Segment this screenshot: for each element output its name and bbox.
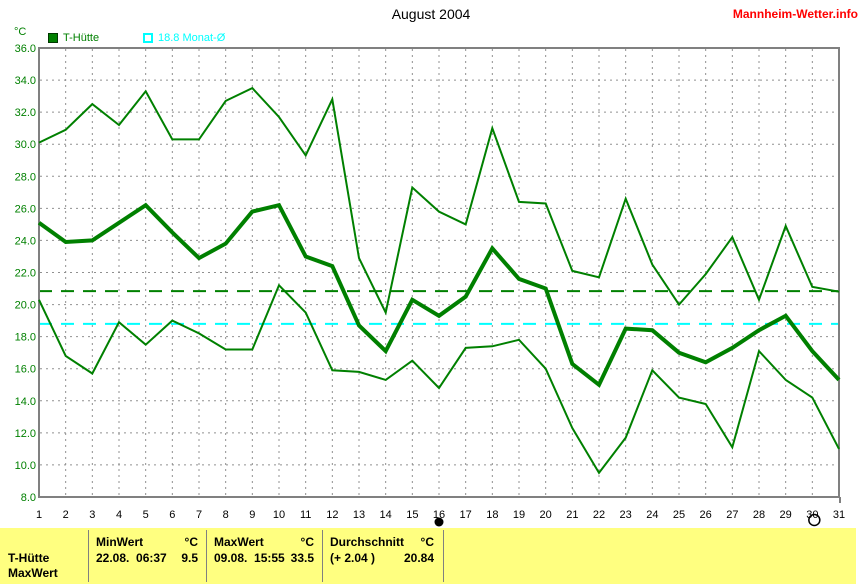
x-tick-label: 19 <box>513 509 525 521</box>
temperature-chart: 8.0 10.0 12.0 14.0 16.0 18.0 20.0 22.0 24.0 26.0 2… <box>15 43 845 527</box>
minwert-datetime: 22.08. 06:37 <box>96 551 167 565</box>
minwert-row: 22.08. 06:37 9.5 <box>96 551 198 565</box>
x-tick-label: 11 <box>300 509 311 521</box>
legend-label-monat-avg: 18.8 Monat-Ø <box>158 32 226 44</box>
x-tick-label: 3 <box>89 509 95 521</box>
x-tick-label: 14 <box>380 509 392 521</box>
minwert-unit: °C <box>184 535 198 549</box>
x-tick-label: 16 <box>433 509 445 521</box>
x-tick-label: 5 <box>143 509 149 521</box>
x-tick-label: 20 <box>540 509 552 521</box>
x-tick-label: 22 <box>593 509 605 521</box>
y-tick-label: 10.0 <box>15 460 36 472</box>
x-tick-label: 28 <box>753 509 765 521</box>
y-tick-label: 12.0 <box>15 428 36 440</box>
x-tick-label: 29 <box>780 509 792 521</box>
x-tick-label: 13 <box>353 509 365 521</box>
table-separator <box>443 530 444 582</box>
x-tick-label: 26 <box>700 509 712 521</box>
y-tick-label: 34.0 <box>15 75 36 87</box>
y-tick-label: 8.0 <box>21 492 36 504</box>
x-tick-label: 12 <box>326 509 338 521</box>
y-tick-label: 22.0 <box>15 268 36 280</box>
cyan-outline-square-icon <box>143 33 153 43</box>
summary-table: T-Hütte MaxWert MinWert °C 22.08. 06:37 … <box>0 528 856 584</box>
maxwert-unit: °C <box>300 535 314 549</box>
y-tick-label: 24.0 <box>15 235 36 247</box>
table-row-label2: MaxWert <box>8 566 58 580</box>
x-tick-label: 4 <box>116 509 122 521</box>
x-tick-label: 10 <box>273 509 285 521</box>
y-tick-label: 16.0 <box>15 364 36 376</box>
new-moon-icon <box>434 517 444 527</box>
minwert-header: MinWert °C <box>96 535 198 549</box>
table-row-label: T-Hütte <box>8 551 50 565</box>
table-separator <box>322 530 323 582</box>
maxwert-value: 33.5 <box>290 551 314 565</box>
x-tick-label: 6 <box>169 509 175 521</box>
y-tick-label: 14.0 <box>15 396 36 408</box>
minwert-title: MinWert <box>96 535 144 549</box>
x-tick-label: 15 <box>406 509 418 521</box>
table-separator <box>88 530 89 582</box>
x-tick-label: 7 <box>196 509 202 521</box>
x-tick-label: 31 <box>833 509 845 521</box>
minwert-value: 9.5 <box>181 551 198 565</box>
x-tick-label: 24 <box>646 509 658 521</box>
plot-frame <box>38 47 840 498</box>
page-title: August 2004 <box>391 6 471 22</box>
x-tick-label: 23 <box>620 509 632 521</box>
maxwert-row: 09.08. 15:55 33.5 <box>214 551 314 565</box>
series-line-min <box>38 283 840 475</box>
x-tick-label: 18 <box>486 509 498 521</box>
table-separator <box>206 530 207 582</box>
legend-item-t-huette: T-Hütte <box>48 32 99 44</box>
y-axis-unit-label: °C <box>14 26 27 38</box>
durchschnitt-row: (+ 2.04 ) 20.84 <box>330 551 434 565</box>
maxwert-title: MaxWert <box>214 535 264 549</box>
series-line-max <box>38 86 840 316</box>
y-tick-label: 30.0 <box>15 139 36 151</box>
maxwert-header: MaxWert °C <box>214 535 314 549</box>
site-link[interactable]: Mannheim-Wetter.info <box>732 7 858 21</box>
x-tick-label: 9 <box>249 509 255 521</box>
durchschnitt-anomaly: (+ 2.04 ) <box>330 551 376 565</box>
legend-label-t-huette: T-Hütte <box>63 32 100 44</box>
x-tick-label: 25 <box>673 509 685 521</box>
durchschnitt-unit: °C <box>420 535 434 549</box>
y-tick-label: 36.0 <box>15 43 36 55</box>
x-tick-label: 17 <box>460 509 472 521</box>
full-moon-icon <box>808 513 821 527</box>
x-tick-label: 1 <box>36 509 42 521</box>
y-tick-label: 26.0 <box>15 203 36 215</box>
y-tick-label: 28.0 <box>15 171 36 183</box>
x-tick-label: 21 <box>566 509 578 521</box>
maxwert-datetime: 09.08. 15:55 <box>214 551 285 565</box>
y-tick-label: 20.0 <box>15 300 36 312</box>
y-tick-label: 32.0 <box>15 107 36 119</box>
durchschnitt-title: Durchschnitt <box>330 535 405 549</box>
durchschnitt-value: 20.84 <box>403 551 434 565</box>
x-tick-label: 2 <box>63 509 69 521</box>
y-tick-label: 18.0 <box>15 332 36 344</box>
green-filled-square-icon <box>48 33 58 43</box>
x-tick-label: 27 <box>726 509 738 521</box>
x-tick-label: 8 <box>223 509 229 521</box>
series-line-mean <box>37 202 841 388</box>
durchschnitt-header: Durchschnitt °C <box>330 535 434 549</box>
legend-item-monat-avg: 18.8 Monat-Ø <box>143 32 225 44</box>
